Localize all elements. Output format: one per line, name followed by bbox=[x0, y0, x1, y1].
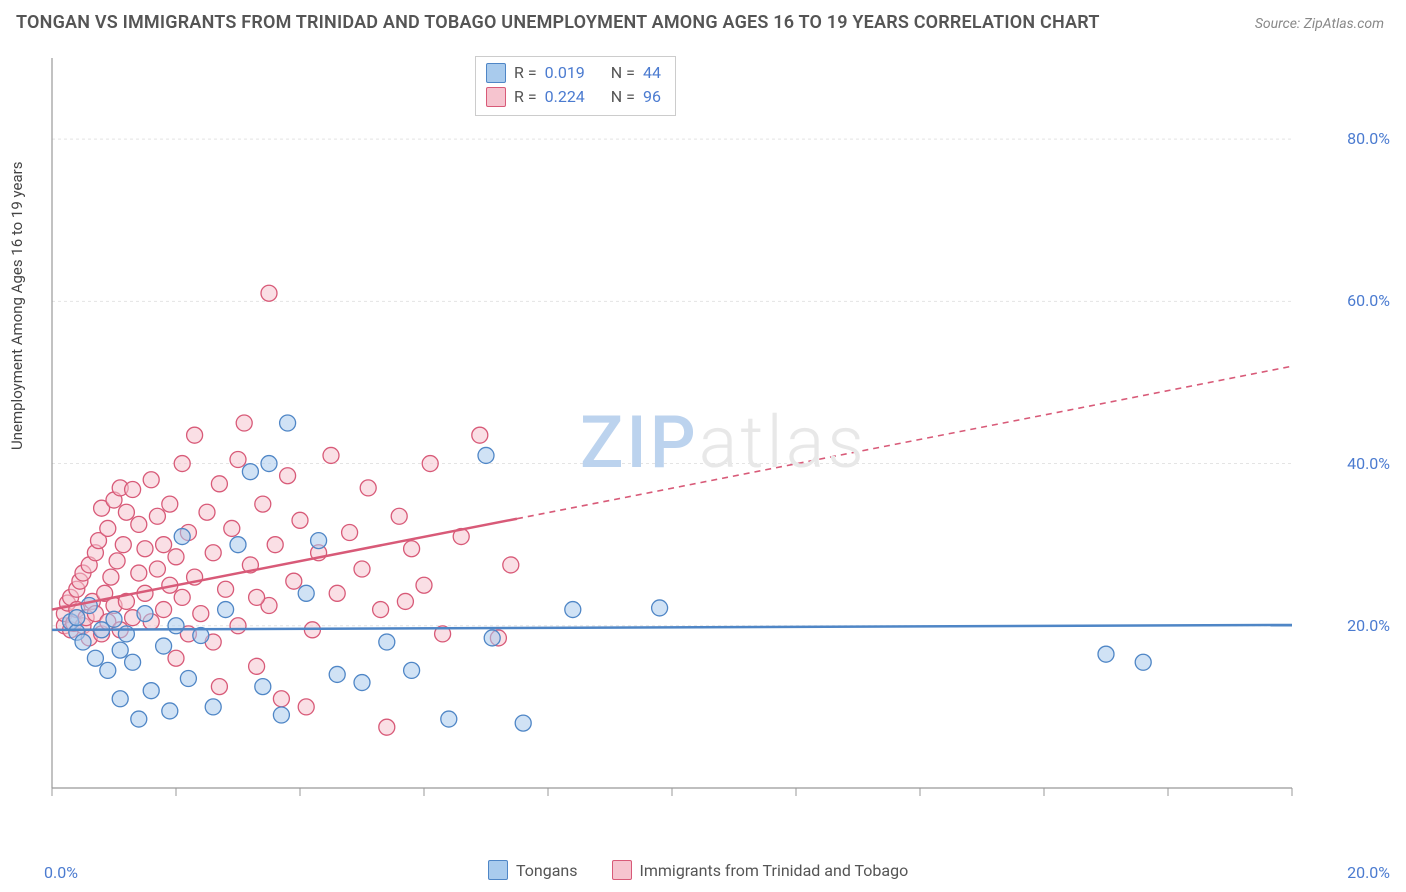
n-value-tongans: 44 bbox=[643, 61, 661, 85]
series-legend: Tongans Immigrants from Trinidad and Tob… bbox=[488, 860, 908, 880]
correlation-legend: R = 0.019 N = 44 R = 0.224 N = 96 bbox=[475, 56, 676, 116]
n-value-trinidad: 96 bbox=[643, 85, 661, 109]
y-tick-20: 20.0% bbox=[1347, 616, 1390, 635]
swatch-trinidad-icon bbox=[612, 860, 632, 880]
y-tick-60: 60.0% bbox=[1347, 291, 1390, 310]
legend-row-tongans: R = 0.019 N = 44 bbox=[486, 61, 661, 85]
y-tick-80: 80.0% bbox=[1347, 129, 1390, 148]
x-tick-20: 20.0% bbox=[1347, 863, 1390, 882]
y-axis-label: Unemployment Among Ages 16 to 19 years bbox=[8, 162, 26, 450]
y-tick-40: 40.0% bbox=[1347, 454, 1390, 473]
swatch-tongans-icon bbox=[488, 860, 508, 880]
legend-label-tongans: Tongans bbox=[516, 861, 578, 880]
x-tick-0: 0.0% bbox=[44, 863, 78, 882]
legend-row-trinidad: R = 0.224 N = 96 bbox=[486, 85, 661, 109]
r-value-trinidad: 0.224 bbox=[545, 85, 585, 109]
legend-label-trinidad: Immigrants from Trinidad and Tobago bbox=[640, 861, 909, 880]
swatch-tongans bbox=[486, 63, 506, 83]
chart-plot-area bbox=[48, 50, 1348, 830]
r-value-tongans: 0.019 bbox=[545, 61, 585, 85]
chart-title: TONGAN VS IMMIGRANTS FROM TRINIDAD AND T… bbox=[16, 12, 1100, 33]
swatch-trinidad bbox=[486, 87, 506, 107]
chart-source: Source: ZipAtlas.com bbox=[1255, 16, 1384, 32]
chart-svg bbox=[48, 50, 1348, 830]
